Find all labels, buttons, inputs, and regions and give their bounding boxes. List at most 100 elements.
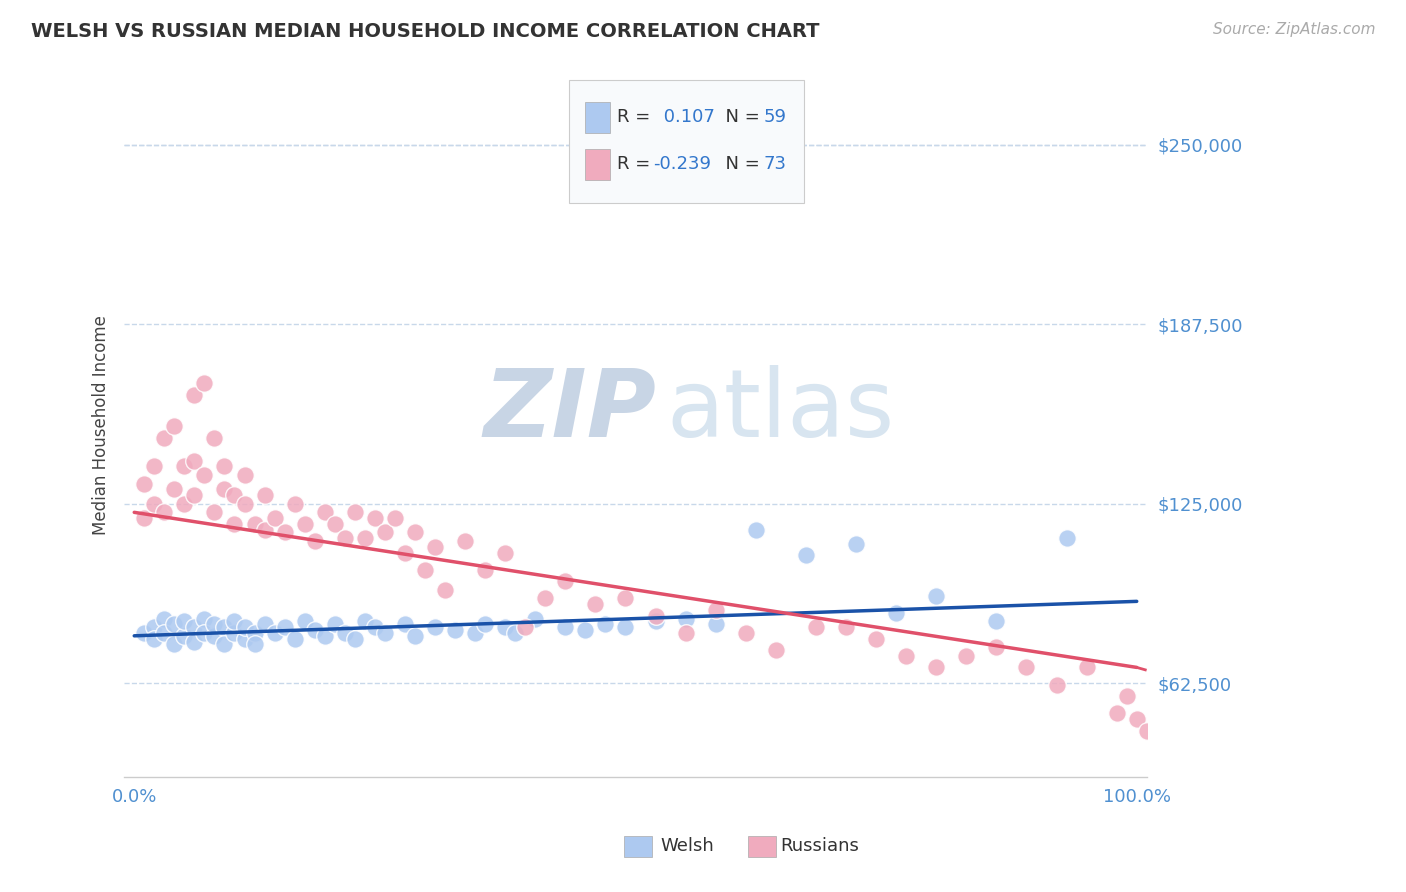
Point bbox=[884, 606, 907, 620]
Y-axis label: Median Household Income: Median Household Income bbox=[93, 315, 110, 534]
Point bbox=[204, 629, 226, 643]
Point bbox=[253, 488, 276, 502]
Point bbox=[474, 617, 496, 632]
Point bbox=[894, 648, 917, 663]
Text: 0.107: 0.107 bbox=[658, 108, 714, 127]
Point bbox=[644, 615, 666, 629]
Point bbox=[343, 632, 366, 646]
Point bbox=[524, 611, 547, 625]
Point bbox=[183, 620, 205, 634]
Point bbox=[704, 603, 727, 617]
Point bbox=[224, 626, 246, 640]
Point bbox=[173, 459, 195, 474]
Point bbox=[173, 615, 195, 629]
Point bbox=[423, 620, 446, 634]
Point bbox=[143, 497, 166, 511]
Point bbox=[865, 632, 887, 646]
Point bbox=[204, 431, 226, 445]
Point bbox=[143, 632, 166, 646]
Point bbox=[163, 483, 186, 497]
Point bbox=[263, 626, 285, 640]
Point bbox=[353, 615, 375, 629]
Text: N =: N = bbox=[714, 155, 766, 173]
Point bbox=[353, 531, 375, 545]
Point bbox=[1076, 660, 1098, 674]
Point bbox=[333, 531, 356, 545]
Text: -0.239: -0.239 bbox=[652, 155, 711, 173]
Point bbox=[745, 523, 768, 537]
Point bbox=[515, 620, 537, 634]
Point bbox=[1045, 678, 1067, 692]
Point bbox=[273, 620, 295, 634]
Point bbox=[183, 634, 205, 648]
Point bbox=[273, 525, 295, 540]
Point bbox=[845, 537, 868, 551]
Point bbox=[444, 623, 467, 637]
Point bbox=[364, 620, 387, 634]
Point bbox=[554, 574, 576, 589]
Point bbox=[153, 626, 176, 640]
Point bbox=[253, 617, 276, 632]
Point bbox=[734, 626, 756, 640]
Text: atlas: atlas bbox=[666, 365, 894, 457]
Point bbox=[214, 459, 236, 474]
Point bbox=[153, 611, 176, 625]
Point bbox=[595, 617, 617, 632]
Point bbox=[183, 453, 205, 467]
FancyBboxPatch shape bbox=[585, 149, 610, 180]
Point bbox=[233, 468, 256, 483]
Point bbox=[404, 629, 426, 643]
Point bbox=[574, 623, 596, 637]
Point bbox=[304, 534, 326, 549]
Point bbox=[1115, 689, 1137, 703]
Point bbox=[214, 637, 236, 651]
Point bbox=[554, 620, 576, 634]
Point bbox=[413, 563, 436, 577]
Point bbox=[214, 620, 236, 634]
Point bbox=[394, 617, 416, 632]
Point bbox=[955, 648, 977, 663]
FancyBboxPatch shape bbox=[748, 836, 776, 857]
Point bbox=[284, 497, 307, 511]
Point bbox=[134, 511, 156, 525]
Text: Source: ZipAtlas.com: Source: ZipAtlas.com bbox=[1212, 22, 1375, 37]
Text: Russians: Russians bbox=[780, 837, 859, 855]
Point bbox=[243, 637, 266, 651]
Point bbox=[183, 387, 205, 401]
Point bbox=[253, 523, 276, 537]
Point bbox=[284, 632, 307, 646]
Text: Welsh: Welsh bbox=[661, 837, 714, 855]
Text: N =: N = bbox=[714, 108, 766, 127]
Point bbox=[233, 620, 256, 634]
Text: WELSH VS RUSSIAN MEDIAN HOUSEHOLD INCOME CORRELATION CHART: WELSH VS RUSSIAN MEDIAN HOUSEHOLD INCOME… bbox=[31, 22, 820, 41]
Point bbox=[163, 637, 186, 651]
Point bbox=[294, 615, 316, 629]
Point bbox=[925, 589, 948, 603]
Point bbox=[153, 505, 176, 519]
Point bbox=[644, 608, 666, 623]
Point bbox=[675, 626, 697, 640]
Point bbox=[583, 597, 606, 611]
Point bbox=[384, 511, 406, 525]
Point bbox=[364, 511, 387, 525]
Point bbox=[173, 629, 195, 643]
Point bbox=[153, 431, 176, 445]
Point bbox=[423, 540, 446, 554]
Point bbox=[163, 617, 186, 632]
Point bbox=[794, 549, 817, 563]
Text: R =: R = bbox=[617, 108, 657, 127]
Point bbox=[314, 505, 336, 519]
Point bbox=[204, 505, 226, 519]
Point bbox=[263, 511, 285, 525]
Point bbox=[503, 626, 526, 640]
Point bbox=[233, 632, 256, 646]
Point bbox=[614, 620, 637, 634]
Point bbox=[193, 611, 215, 625]
Point bbox=[233, 497, 256, 511]
Text: 73: 73 bbox=[763, 155, 786, 173]
Point bbox=[494, 545, 516, 559]
Point bbox=[143, 459, 166, 474]
Point bbox=[333, 626, 356, 640]
Point bbox=[1125, 712, 1147, 726]
Point bbox=[343, 505, 366, 519]
